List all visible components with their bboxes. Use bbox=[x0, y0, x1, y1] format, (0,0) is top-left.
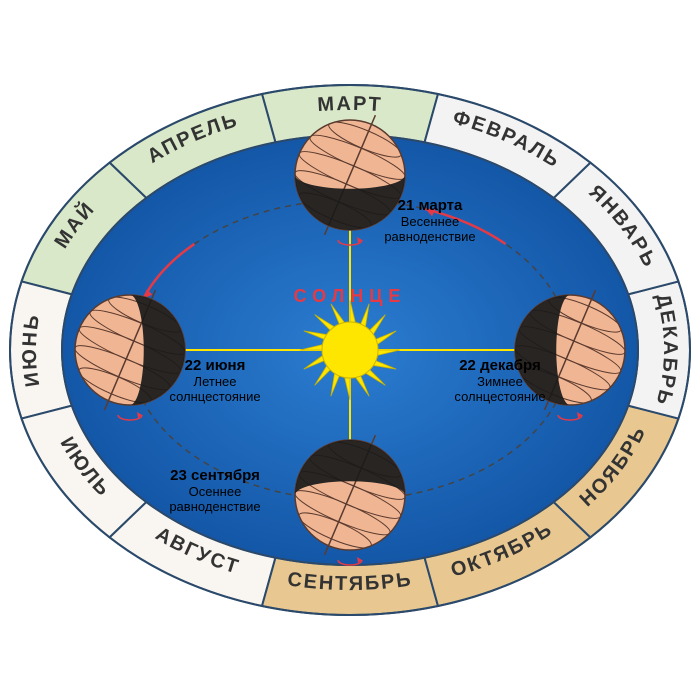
event-desc2-spring: равноденствие bbox=[384, 229, 475, 244]
diagram-container: МАРТАПРЕЛЬМАЙИЮНЬИЮЛЬАВГУСТСЕНТЯБРЬОКТЯБ… bbox=[0, 0, 700, 700]
orbit-diagram: МАРТАПРЕЛЬМАЙИЮНЬИЮЛЬАВГУСТСЕНТЯБРЬОКТЯБ… bbox=[0, 0, 700, 700]
event-date-autumn: 23 сентября bbox=[170, 467, 260, 484]
event-desc2-winter: солнцестояние bbox=[454, 389, 545, 404]
event-date-spring: 21 марта bbox=[398, 197, 463, 214]
sun-icon bbox=[300, 300, 400, 400]
event-desc-spring: Весеннее bbox=[401, 214, 459, 229]
event-desc2-autumn: равноденствие bbox=[169, 499, 260, 514]
event-date-winter: 22 декабря bbox=[459, 357, 541, 374]
month-label: МАРТ bbox=[317, 93, 383, 116]
event-desc-summer: Летнее bbox=[194, 374, 237, 389]
event-desc-winter: Зимнее bbox=[477, 374, 523, 389]
sun-label: СОЛНЦЕ bbox=[294, 286, 407, 306]
event-date-summer: 22 июня bbox=[185, 357, 246, 374]
month-label: ИЮНЬ bbox=[19, 312, 45, 389]
event-desc2-summer: солнцестояние bbox=[169, 389, 260, 404]
event-desc-autumn: Осеннее bbox=[189, 484, 242, 499]
